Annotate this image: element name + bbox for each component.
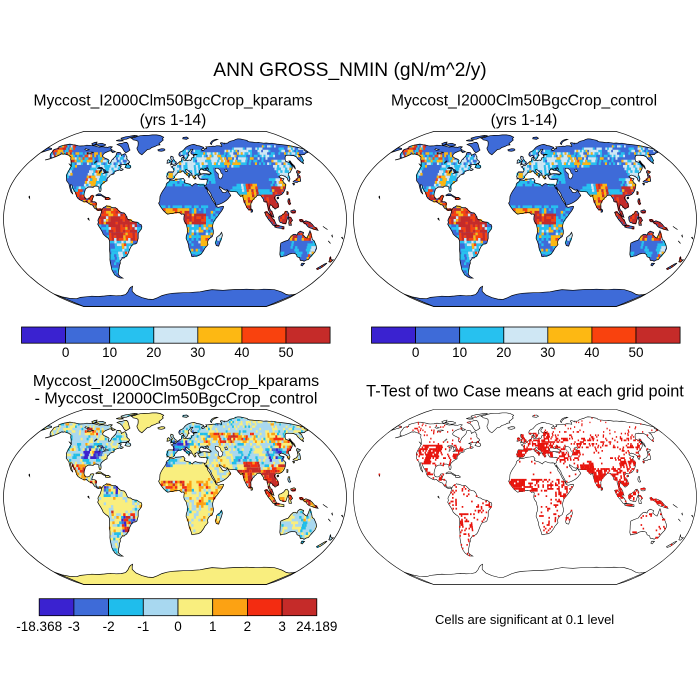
- svg-text:24.189: 24.189: [296, 619, 337, 634]
- svg-text:0: 0: [174, 619, 182, 634]
- svg-text:(yrs 1-14): (yrs 1-14): [491, 112, 558, 129]
- svg-text:40: 40: [584, 345, 599, 360]
- svg-text:0: 0: [412, 345, 420, 360]
- svg-text:Cells are significant at 0.1 l: Cells are significant at 0.1 level: [435, 612, 614, 627]
- svg-text:40: 40: [234, 345, 249, 360]
- svg-text:50: 50: [278, 345, 293, 360]
- svg-text:ANN GROSS_NMIN (gN/m^2/y): ANN GROSS_NMIN (gN/m^2/y): [213, 60, 486, 81]
- svg-text:20: 20: [146, 345, 161, 360]
- svg-text:3: 3: [278, 619, 286, 634]
- svg-text:1: 1: [209, 619, 217, 634]
- svg-text:0: 0: [62, 345, 70, 360]
- svg-text:-3: -3: [68, 619, 80, 634]
- svg-text:30: 30: [540, 345, 555, 360]
- svg-text:Myccost_I2000Clm50BgcCrop_cont: Myccost_I2000Clm50BgcCrop_control: [391, 93, 657, 110]
- svg-text:10: 10: [452, 345, 467, 360]
- svg-text:20: 20: [496, 345, 511, 360]
- svg-text:- Myccost_I2000Clm50BgcCrop_co: - Myccost_I2000Clm50BgcCrop_control: [35, 391, 318, 408]
- svg-text:-18.368: -18.368: [16, 619, 62, 634]
- svg-text:-1: -1: [137, 619, 149, 634]
- svg-text:-2: -2: [103, 619, 115, 634]
- svg-text:Myccost_I2000Clm50BgcCrop_kpar: Myccost_I2000Clm50BgcCrop_kparams: [33, 373, 319, 390]
- svg-text:(yrs 1-14): (yrs 1-14): [140, 112, 207, 129]
- svg-text:30: 30: [190, 345, 205, 360]
- svg-text:2: 2: [244, 619, 252, 634]
- svg-text:10: 10: [102, 345, 117, 360]
- svg-text:Myccost_I2000Clm50BgcCrop_kpar: Myccost_I2000Clm50BgcCrop_kparams: [33, 93, 312, 110]
- svg-text:T-Test of two Case means at ea: T-Test of two Case means at each grid po…: [366, 383, 684, 401]
- svg-text:50: 50: [628, 345, 643, 360]
